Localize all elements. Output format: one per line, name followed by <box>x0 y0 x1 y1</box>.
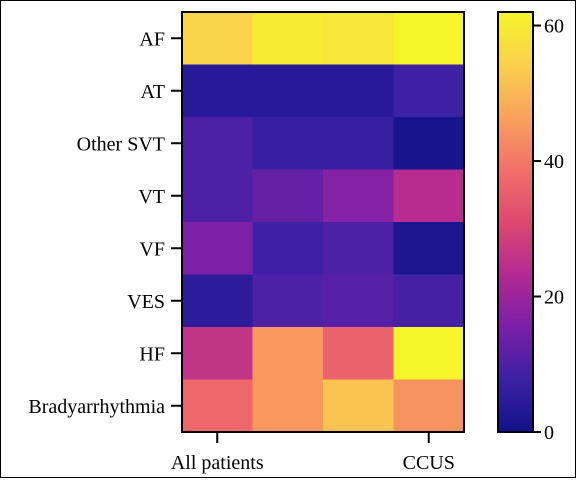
heatmap-cell <box>182 117 254 171</box>
heatmap-cell <box>252 117 324 171</box>
heatmap-cell <box>393 274 465 328</box>
heatmap-cell <box>323 12 395 66</box>
y-tick-label: Bradyarrhythmia <box>28 396 165 418</box>
y-axis: AF AT Other SVT VT VF VES HF Bradyarrhythmia <box>28 28 182 418</box>
heatmap-cell <box>252 274 324 328</box>
heatmap-cell <box>182 12 254 66</box>
heatmap-cell <box>252 169 324 223</box>
heatmap-cell <box>182 274 254 328</box>
heatmap-cell <box>323 274 395 328</box>
heatmap-cell <box>393 64 465 118</box>
colorbar-gradient <box>497 11 534 433</box>
heatmap-cell <box>182 64 254 118</box>
y-tick-label: HF <box>139 343 165 365</box>
colorbar: 0 20 40 60 <box>497 11 564 444</box>
y-tick-label: AT <box>141 81 165 103</box>
colorbar-tick-label: 20 <box>544 287 564 309</box>
heatmap-cell <box>393 169 465 223</box>
heatmap-cell <box>182 379 254 433</box>
heatmap-cell <box>252 12 324 66</box>
x-axis: All patients CCUS <box>171 432 455 474</box>
heatmap-cell <box>182 169 254 223</box>
heatmap-cell <box>252 222 324 276</box>
heatmap-cell <box>393 222 465 276</box>
heatmap-cell <box>252 327 324 381</box>
heatmap-cell <box>182 222 254 276</box>
heatmap-cell <box>323 64 395 118</box>
heatmap-cell <box>323 169 395 223</box>
heatmap-cell <box>323 379 395 433</box>
heatmap-cell <box>393 12 465 66</box>
heatmap-cell <box>393 379 465 433</box>
plot-border <box>181 11 465 433</box>
x-tick-label: All patients <box>171 452 264 474</box>
colorbar-tick-label: 0 <box>544 422 554 444</box>
colorbar-tick-label: 60 <box>544 16 564 38</box>
heatmap-cell <box>393 327 465 381</box>
heatmap-cell <box>252 379 324 433</box>
heatmap-cell <box>252 64 324 118</box>
y-tick-label: VT <box>138 186 165 208</box>
y-tick-label: VES <box>127 291 165 313</box>
heatmap-cell <box>393 117 465 171</box>
heatmap-cell <box>323 117 395 171</box>
y-tick-label: Other SVT <box>77 133 165 155</box>
y-tick-label: VF <box>139 238 165 260</box>
heatmap-cell <box>182 327 254 381</box>
colorbar-tick-label: 40 <box>544 151 564 173</box>
y-tick-label: AF <box>139 28 165 50</box>
x-tick-label: CCUS <box>403 452 455 474</box>
heatmap-cell <box>323 222 395 276</box>
heatmap-cell <box>323 327 395 381</box>
heatmap-cells <box>182 12 465 433</box>
